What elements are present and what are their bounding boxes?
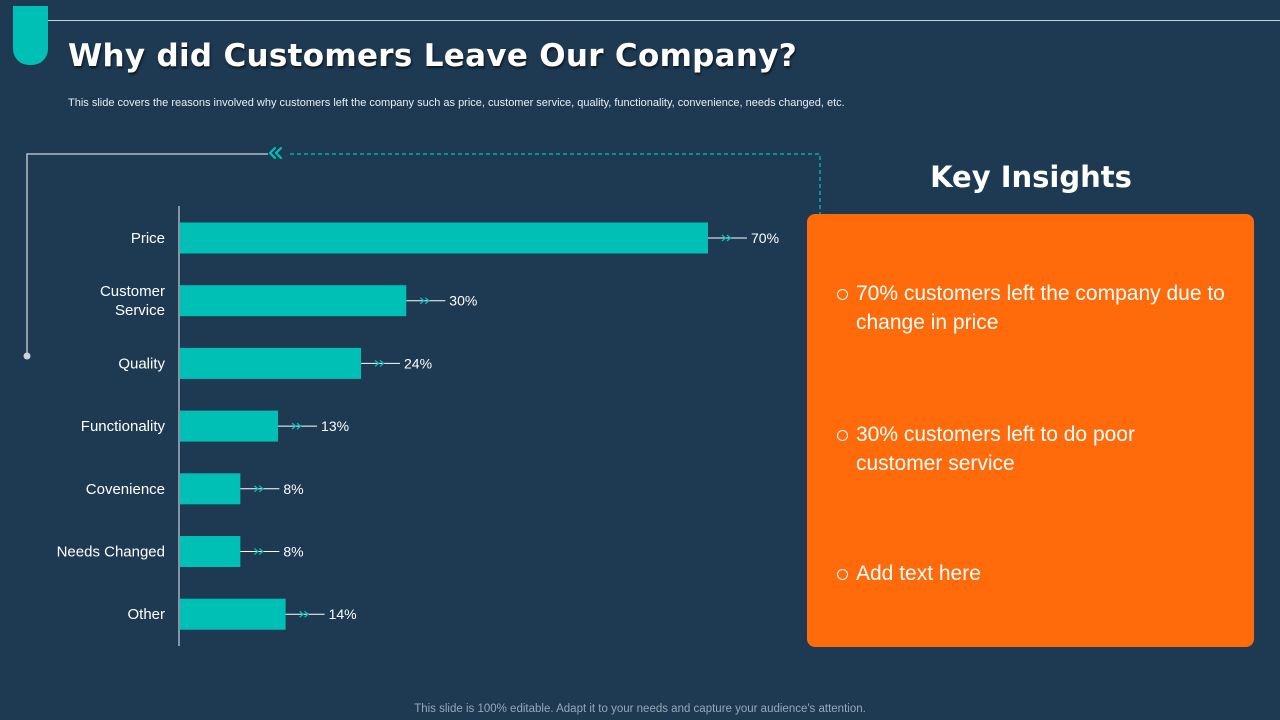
insight-text-3: Add text here <box>856 562 981 585</box>
double-chevron-icon <box>268 146 283 160</box>
bracket-line-right <box>290 153 821 214</box>
slide-title: Why did Customers Leave Our Company? <box>68 38 798 74</box>
footer-note: This slide is 100% editable. Adapt it to… <box>414 703 866 715</box>
bracket-line-left <box>26 153 268 355</box>
circle-bullet-icon <box>837 430 848 441</box>
value-label-quality: 24% <box>404 355 432 371</box>
slide-subtitle: This slide covers the reasons involved w… <box>68 97 845 109</box>
value-label-needs-changed: 8% <box>283 544 303 560</box>
category-label-needs-changed: Needs Changed <box>57 544 165 561</box>
value-label-customer-service: 30% <box>449 293 477 309</box>
bar-covenience <box>180 473 241 505</box>
category-label-other: Other <box>127 606 165 623</box>
accent-tab <box>13 6 48 65</box>
insight-item-1: 70% customers left the company due to ch… <box>837 279 1227 337</box>
value-label-covenience: 8% <box>283 481 303 497</box>
bracket-dot <box>23 352 31 360</box>
circle-bullet-icon <box>837 289 848 300</box>
bar-functionality <box>180 410 279 442</box>
circle-bullet-icon <box>837 569 848 580</box>
double-arrow-icon <box>299 610 310 618</box>
bar-customer-service <box>180 285 407 317</box>
category-label-covenience: Covenience <box>86 481 165 498</box>
category-label-customer-service: Customer Service <box>100 283 165 319</box>
double-arrow-icon <box>253 548 264 555</box>
key-insights-panel: 70% customers left the company due to ch… <box>807 214 1254 647</box>
insight-text-2: 30% customers left to do poor customer s… <box>856 423 1135 475</box>
double-arrow-icon <box>291 422 302 430</box>
double-arrow-icon <box>253 485 264 493</box>
bar-chart: Price Customer Service Quality Functionality… <box>23 146 821 646</box>
value-label-other: 14% <box>329 606 357 622</box>
insight-item-3: Add text here <box>837 559 1227 588</box>
double-arrow-icon <box>419 297 430 305</box>
category-label-quality: Quality <box>118 355 165 372</box>
category-labels: Price Customer Service Quality Functionality… <box>57 230 166 623</box>
insight-text-1: 70% customers left the company due to ch… <box>856 282 1225 334</box>
key-insights-heading: Key Insights <box>930 160 1132 194</box>
value-label-price: 70% <box>751 230 779 246</box>
top-divider-line <box>48 20 1280 21</box>
bar-other <box>180 598 286 630</box>
bars <box>180 222 708 630</box>
bar-quality <box>180 347 362 379</box>
category-label-price: Price <box>131 230 165 247</box>
value-labels: 70% 30% 24% 13% 8% 8% 14% <box>240 230 779 622</box>
bar-needs-changed <box>180 536 241 567</box>
value-label-functionality: 13% <box>321 418 349 434</box>
insight-item-2: 30% customers left to do poor customer s… <box>837 420 1227 478</box>
double-arrow-icon <box>721 234 732 242</box>
category-label-functionality: Functionality <box>81 418 166 435</box>
bar-price <box>180 222 708 254</box>
double-arrow-icon <box>374 359 385 367</box>
